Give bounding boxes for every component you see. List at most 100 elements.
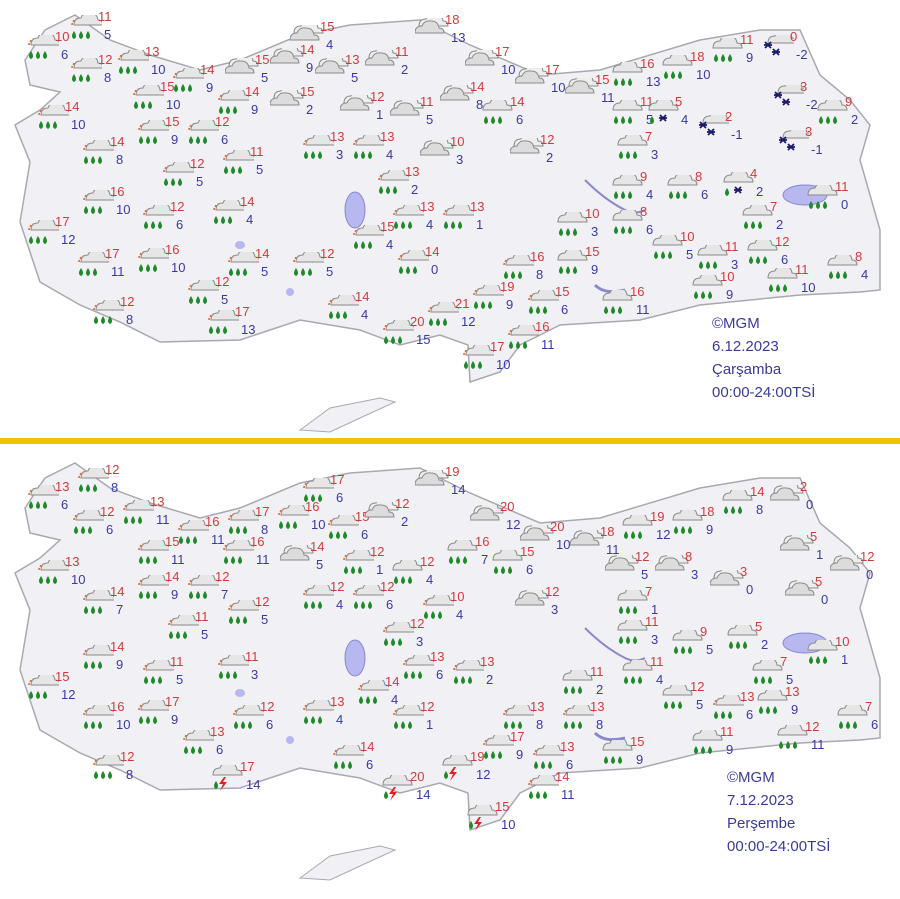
- max-temp: 14: [245, 84, 260, 99]
- station: 13 6: [710, 689, 770, 731]
- max-temp: 9: [700, 624, 708, 639]
- sun-cloud-rain-icon: [303, 478, 334, 502]
- max-temp: 12: [260, 699, 275, 714]
- min-temp: 3: [731, 257, 739, 272]
- min-temp: 2: [761, 637, 769, 652]
- sun-cloud-rain-icon: [168, 615, 199, 639]
- sun-cloud-rain-icon: [28, 675, 59, 699]
- sun-cloud-rain-icon: [83, 590, 114, 614]
- max-temp: 18: [700, 504, 715, 519]
- max-temp: 16: [165, 242, 180, 257]
- sun-cloud-rain-icon: [223, 150, 254, 174]
- min-temp: 12: [61, 232, 76, 247]
- sun-cloud-rain-icon: [188, 120, 219, 144]
- station: 15 4: [350, 219, 410, 261]
- station: 12 1: [390, 699, 450, 741]
- sun-cloud-rain-icon: [218, 655, 249, 679]
- sun-cloud-rain-icon: [343, 550, 374, 574]
- max-temp: 8: [855, 249, 863, 264]
- sun-cloud-rain-icon: [353, 135, 384, 159]
- max-temp: 11: [250, 144, 264, 159]
- station: 12 11: [775, 719, 835, 761]
- max-temp: 14: [355, 289, 370, 304]
- rain-icon: [777, 725, 808, 749]
- max-temp: 16: [305, 499, 320, 514]
- max-temp: 15: [495, 799, 510, 814]
- station: 13 6: [530, 739, 590, 781]
- station: 14 11: [525, 769, 585, 811]
- max-temp: 7: [780, 654, 788, 669]
- max-temp: 11: [645, 614, 659, 629]
- max-temp: 15: [160, 79, 175, 94]
- rain-icon: [612, 210, 643, 234]
- caption-period: 00:00-24:00TSİ: [712, 384, 816, 401]
- station: 11 2: [560, 664, 620, 706]
- sun-cloud-rain-icon: [178, 520, 209, 544]
- min-temp: 8: [536, 717, 544, 732]
- sun-cloud-rain-icon: [393, 705, 424, 729]
- min-temp: 8: [476, 97, 484, 112]
- rain-icon: [672, 630, 703, 654]
- min-temp: 3: [651, 632, 659, 647]
- cloud-icon: [390, 100, 424, 116]
- min-temp: 7: [481, 552, 489, 567]
- min-temp: 12: [656, 527, 671, 542]
- max-temp: 19: [445, 464, 460, 479]
- min-temp: 12: [476, 767, 491, 782]
- station: 12 6: [185, 114, 245, 156]
- station: 16 10: [80, 184, 140, 226]
- station: 9 5: [670, 624, 730, 666]
- min-temp: 14: [416, 787, 431, 802]
- station: 13 9: [755, 684, 815, 726]
- max-temp: 13: [430, 649, 445, 664]
- min-temp: 4: [656, 672, 664, 687]
- max-temp: 19: [500, 279, 515, 294]
- station: 18 9: [670, 504, 730, 546]
- min-temp: 9: [726, 742, 734, 757]
- sun-cloud-rain-icon: [78, 252, 109, 276]
- min-temp: 5: [176, 672, 184, 687]
- max-temp: 3: [800, 79, 808, 94]
- sun-cloud-rain-icon: [93, 300, 124, 324]
- station: 11 4: [620, 654, 680, 696]
- max-temp: 8: [685, 549, 693, 564]
- min-temp: 9: [746, 50, 754, 65]
- rain-snow-icon: [648, 100, 679, 124]
- station: 17 10: [515, 62, 575, 104]
- max-temp: 14: [750, 484, 765, 499]
- max-temp: 2: [800, 479, 808, 494]
- min-temp: 5: [786, 672, 794, 687]
- sun-cloud-rain-icon: [188, 575, 219, 599]
- cloud-icon: [785, 580, 819, 596]
- snow-icon: [779, 130, 809, 151]
- rain-icon: [617, 620, 648, 644]
- max-temp: 11: [725, 239, 739, 254]
- max-temp: 14: [110, 134, 125, 149]
- min-temp: 6: [646, 222, 654, 237]
- max-temp: 7: [645, 129, 653, 144]
- divider: [0, 438, 900, 444]
- max-temp: 13: [55, 479, 70, 494]
- min-temp: 3: [456, 152, 464, 167]
- max-temp: 10: [55, 29, 70, 44]
- station: 11 3: [695, 239, 755, 281]
- snow-icon: [764, 35, 794, 56]
- min-temp: 5: [261, 70, 269, 85]
- max-temp: 13: [330, 694, 345, 709]
- station: 5 1: [780, 529, 840, 571]
- rain-icon: [692, 275, 723, 299]
- station: 12 1: [340, 544, 400, 586]
- max-temp: 15: [520, 544, 535, 559]
- station: 17 8: [225, 504, 285, 546]
- station: 15 6: [325, 509, 385, 551]
- max-temp: 12: [105, 462, 120, 477]
- max-temp: 16: [630, 284, 645, 299]
- rain-icon: [617, 135, 648, 159]
- station: 15 11: [135, 534, 195, 576]
- min-temp: 3: [691, 567, 699, 582]
- max-temp: 7: [770, 199, 778, 214]
- sun-cloud-rain-icon: [383, 320, 414, 344]
- max-temp: 16: [110, 184, 125, 199]
- min-temp: 13: [451, 30, 466, 45]
- lake: [286, 736, 294, 744]
